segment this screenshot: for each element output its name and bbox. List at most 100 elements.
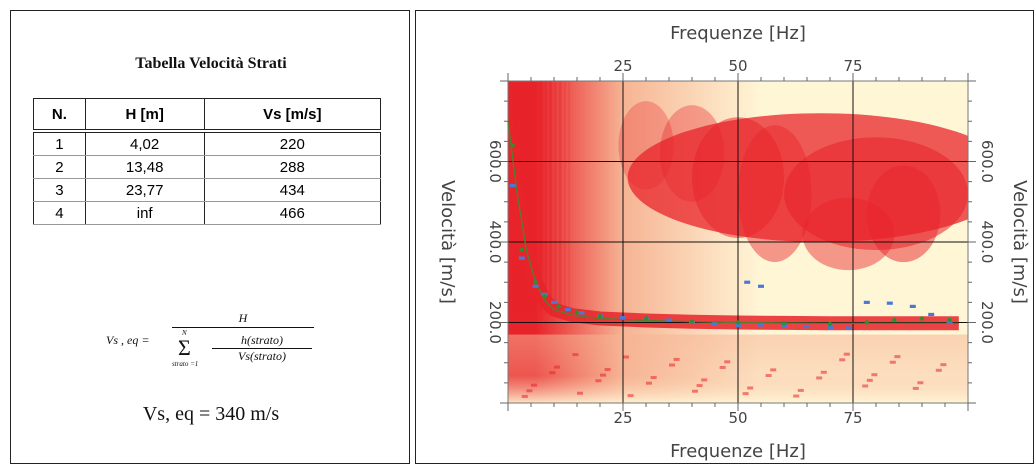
spectrum-streak (560, 81, 562, 313)
spectrum-noise-speck (765, 374, 772, 378)
picked-point (551, 300, 557, 304)
cell-n: 4 (33, 201, 86, 225)
spectrum-noise-speck (839, 358, 846, 362)
velocity-table-panel: Tabella Velocità Strati N. H [m] Vs [m/s… (10, 10, 410, 464)
spectrum-energy-blob (618, 101, 674, 190)
table-row: 2 13,48 288 (33, 155, 381, 179)
spectrum-noise-speck (696, 384, 703, 388)
spectrum-noise-speck (595, 379, 602, 383)
spectrum-energy-blob (738, 125, 812, 263)
spectrum-noise-speck (889, 360, 896, 364)
formula-numerator: H (172, 311, 314, 328)
spectrum-noise-speck (604, 367, 611, 371)
model-dispersion-curve (507, 121, 959, 325)
spectrum-noise-speck (862, 384, 869, 388)
model-point (597, 314, 603, 319)
spectrum-streak (530, 81, 532, 313)
x-axis-title-top: Frequenze [Hz] (670, 23, 806, 44)
spectrum-noise-speck (912, 386, 919, 390)
spectrum-noise-speck (871, 373, 878, 377)
cell-h: 13,48 (84, 155, 205, 179)
spectrum-noise-speck (793, 394, 800, 398)
header-vs: Vs [m/s] (203, 98, 381, 133)
spectrum-noise-speck (646, 381, 652, 385)
spectrum-noise-speck (701, 378, 708, 382)
spectrum-noise-speck (866, 378, 873, 382)
picked-point (845, 326, 852, 330)
sigma-symbol: Σ (178, 335, 191, 360)
model-point (735, 320, 741, 325)
spectrum-noise-speck (816, 376, 823, 380)
header-n: N. (33, 98, 86, 133)
vs-eq-formula: Vs , eq = H N Σ strato =1 h(strato) Vs(s… (106, 311, 326, 383)
picked-point (744, 280, 751, 284)
model-point (689, 319, 695, 324)
spectrum-noise-speck (843, 352, 850, 356)
model-point (542, 294, 547, 299)
inner-numerator: h(strato) (212, 333, 312, 349)
spectrum-streak (531, 81, 533, 313)
spectrum-noise-speck (577, 391, 583, 395)
picked-point (863, 300, 870, 304)
spectrum-streak (564, 81, 566, 313)
model-point (864, 320, 869, 325)
x-tick-label-top: 75 (843, 57, 862, 75)
cell-n: 3 (33, 178, 86, 202)
table-header-row: N. H [m] Vs [m/s] (33, 98, 381, 133)
spectrum-streak (525, 81, 528, 313)
picked-point (781, 324, 787, 328)
cell-vs: 288 (203, 155, 381, 179)
spectrum-streak (554, 81, 557, 313)
inner-denominator: Vs(strato) (238, 349, 286, 363)
y-tick-label-right: 600.0 (978, 140, 996, 183)
cell-vs: 434 (203, 178, 381, 202)
cell-vs: 220 (203, 131, 381, 156)
model-point (892, 317, 897, 323)
spectrum-noise-speck (770, 368, 777, 372)
picked-point (712, 322, 718, 326)
spectrum-noise-speck (673, 357, 680, 361)
cell-h: inf (84, 201, 205, 225)
cell-vs: 466 (203, 201, 381, 225)
picked-point (532, 284, 539, 288)
x-tick-label-bottom: 25 (613, 409, 632, 427)
sum-upper-limit: N (182, 329, 187, 337)
picked-point (578, 311, 585, 315)
y-axis-title-right: Velocità [m/s] (1009, 180, 1030, 304)
model-point (519, 247, 524, 253)
model-point (643, 316, 649, 321)
spectrum-streak (545, 81, 547, 313)
cell-h: 4,02 (84, 131, 205, 156)
y-tick-label-left: 600.0 (486, 140, 504, 183)
picked-point (909, 304, 916, 308)
vs-eq-result: Vs, eq = 340 m/s (142, 403, 280, 425)
spectrum-energy-blob (866, 165, 941, 263)
y-axis-title-left: Velocità [m/s] (437, 180, 458, 304)
picked-point (804, 324, 810, 329)
model-point (919, 316, 925, 321)
picked-point (666, 318, 672, 322)
dispersion-chart-panel: 25 25 50 50 75 75 200.0 200.0 400.0 400.0 600.0 600… (415, 10, 1034, 464)
spectrum-noise-speck (894, 355, 901, 359)
spectrum-noise-speck (917, 381, 924, 385)
spectrum-streak (558, 81, 561, 313)
spectrum-noise-speck (692, 389, 698, 393)
spectrum-energy-blob (659, 105, 725, 202)
picked-point (758, 323, 764, 327)
model-point (510, 143, 515, 148)
dispersion-spectrum-chart: 25 25 50 50 75 75 200.0 200.0 400.0 400.0 600.0 600… (437, 23, 1030, 462)
spectrum-noise-speck (531, 383, 537, 387)
spectrum-noise-speck (935, 368, 942, 372)
picked-point (758, 284, 764, 288)
spectrum-streak (568, 81, 570, 313)
y-tick-label-right: 400.0 (978, 221, 996, 264)
picked-point (620, 316, 626, 320)
cell-h: 23,77 (84, 178, 205, 202)
spectrum-noise-speck (572, 353, 579, 357)
formula-lhs: Vs , eq = (106, 333, 150, 347)
spectrum-noise-speck (549, 371, 556, 375)
sum-lower-limit: strato =1 (172, 360, 199, 368)
spectrum-noise-speck (940, 363, 947, 367)
spectrum-noise-speck (627, 394, 634, 398)
spectrum-noise-speck (623, 355, 629, 359)
